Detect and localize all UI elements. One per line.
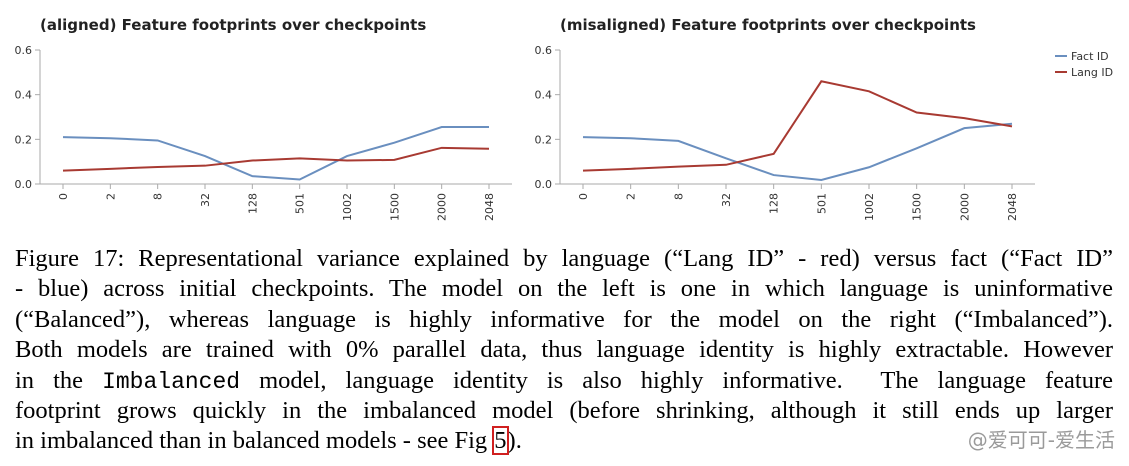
x-tick-label: 2048 (483, 193, 496, 221)
x-tick-label: 501 (815, 193, 828, 214)
caption-text: ). (507, 427, 522, 455)
charts: (aligned) Feature footprints over checkp… (15, 16, 1114, 221)
x-tick-label: 1500 (911, 193, 924, 221)
caption-text: in the (15, 366, 103, 394)
caption-line: (“Balanced”), whereas language is highly… (15, 305, 1113, 335)
series-line (62, 126, 489, 181)
x-tick-label: 2048 (1006, 193, 1019, 221)
x-tick-label: 128 (768, 193, 781, 214)
caption-line: in imbalanced than in balanced models - … (15, 426, 1113, 456)
caption-text: in imbalanced than in balanced models - … (15, 427, 494, 455)
chart-title: (misaligned) Feature footprints over che… (560, 16, 976, 34)
caption-line: - blue) across initial checkpoints. The … (15, 274, 1113, 304)
caption-text: Figure 17: Representational variance exp… (15, 245, 1113, 272)
caption-code: Imbalanced (102, 368, 241, 395)
caption-text: model, language identity is also highly … (240, 366, 1113, 394)
y-tick-label: 0.2 (535, 133, 553, 146)
legend-label: Fact ID (1071, 50, 1109, 63)
x-tick-label: 2 (625, 193, 638, 200)
chart-title: (aligned) Feature footprints over checkp… (40, 16, 426, 34)
series-line (582, 80, 1013, 172)
x-tick-label: 8 (152, 193, 165, 200)
caption-line: in the Imbalanced model, language identi… (15, 366, 1113, 396)
caption-text: (“Balanced”), whereas language is highly… (15, 305, 1113, 333)
x-tick-label: 32 (199, 193, 212, 207)
series-line (582, 122, 1013, 181)
x-tick-label: 2000 (436, 193, 449, 221)
y-tick-label: 0.0 (535, 178, 553, 191)
caption-line: Both models are trained with 0% parallel… (15, 335, 1113, 365)
series-line (62, 146, 490, 172)
y-tick-label: 0.6 (535, 44, 553, 57)
caption-text: footprint grows quickly in the imbalance… (15, 396, 1113, 424)
x-tick-label: 1500 (388, 193, 401, 221)
x-tick-label: 0 (577, 193, 590, 200)
caption-text: - blue) across initial checkpoints. The … (15, 275, 1113, 303)
figure-link[interactable]: 5 (492, 426, 509, 456)
x-tick-label: 2 (104, 193, 117, 200)
legend-label: Lang ID (1071, 66, 1113, 79)
y-tick-label: 0.4 (535, 89, 553, 102)
x-tick-label: 0 (57, 193, 70, 200)
x-tick-label: 1002 (341, 193, 354, 221)
caption: Figure 17: Representational variance exp… (15, 244, 1113, 457)
caption-text: Both models are trained with 0% parallel… (15, 336, 1113, 364)
caption-line: footprint grows quickly in the imbalance… (15, 396, 1113, 426)
y-tick-label: 0.4 (15, 89, 33, 102)
x-tick-label: 501 (294, 193, 307, 214)
x-tick-label: 32 (720, 193, 733, 207)
y-tick-label: 0.0 (15, 178, 33, 191)
x-tick-label: 2000 (958, 193, 971, 221)
caption-line: Figure 17: Representational variance exp… (15, 244, 1113, 274)
x-tick-label: 8 (672, 193, 685, 200)
watermark: @爱可可-爱生活 (967, 428, 1115, 452)
y-tick-label: 0.6 (15, 44, 33, 57)
y-tick-label: 0.2 (15, 133, 33, 146)
x-tick-label: 1002 (863, 193, 876, 221)
x-tick-label: 128 (246, 193, 259, 214)
